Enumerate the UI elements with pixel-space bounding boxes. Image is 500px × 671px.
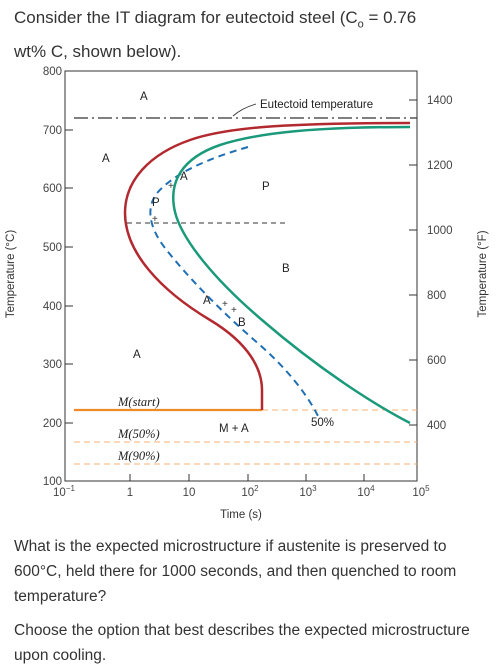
y-tick-800: 800 [43,66,62,78]
start-curve [123,121,411,410]
label-m-start: M(start) [117,395,160,409]
svg-text:+: + [152,214,158,225]
label-a-lower-curve: A [203,295,211,307]
svg-text:+: + [231,305,237,316]
x-tick-100: 102 [241,484,259,499]
label-m-90: M(90%) [117,449,160,463]
label-p: P [262,181,270,193]
x-tick-1000: 103 [299,484,317,499]
y-right-tick-400: 400 [427,420,446,432]
x-tick-10000: 104 [357,484,375,499]
x-tick-0.1: 10−1 [53,484,75,499]
y-tick-700: 700 [43,125,62,137]
eutectoid-label: Eutectoid temperature [260,99,373,111]
question-line-1: Consider the IT diagram for eutectoid st… [14,8,417,31]
y-right-ticks [409,99,417,426]
finish-curve [172,125,411,425]
y-tick-100: 100 [43,476,62,488]
y-tick-400: 400 [43,301,62,313]
eutectoid-leader [232,103,257,117]
label-a-top: A [140,91,148,103]
x-ticks [129,474,365,481]
prompt-instruction: Choose the option that best describes th… [14,622,470,664]
x-axis-label: Time (s) [220,509,262,521]
label-b-lower: B [238,317,246,329]
label-p-upper: P [152,197,160,209]
label-b: B [282,263,290,275]
x-tick-10: 10 [183,487,196,499]
y-left-ticks [65,70,73,424]
y-right-tick-1400: 1400 [427,95,453,107]
y-right-tick-1000: 1000 [427,225,453,237]
prompt-question: What is the expected microstructure if a… [14,538,457,605]
label-a-left: A [102,153,110,165]
plus-markers: + + + + [152,181,237,316]
y-right-axis-label: Temperature (°F) [477,230,489,317]
label-m-plus-a: M + A [219,423,249,435]
x-tick-100000: 105 [412,484,430,499]
y-tick-500: 500 [43,242,62,254]
y-right-tick-600: 600 [427,355,446,367]
y-right-tick-1200: 1200 [427,160,453,172]
plot-frame [64,70,418,482]
label-fifty: 50% [311,417,334,429]
label-m-50: M(50%) [117,427,160,441]
label-a-low: A [133,349,141,361]
svg-text:+: + [168,181,174,192]
label-a-curve: A [180,171,188,183]
x-tick-1: 1 [127,487,133,499]
y-tick-300: 300 [43,359,62,371]
svg-text:+: + [222,299,228,310]
y-left-axis-label: Temperature (°C) [5,230,17,318]
y-tick-600: 600 [43,183,62,195]
question-line-2: wt% C, shown below). [14,42,182,62]
y-tick-200: 200 [43,418,62,430]
question-text: Consider the IT diagram for eutectoid st… [14,4,484,65]
y-right-tick-800: 800 [427,290,446,302]
